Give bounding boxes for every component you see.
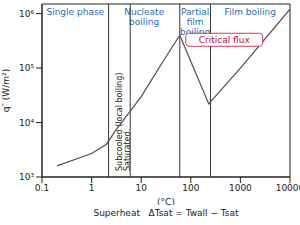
svg-text:q″ (W/m²): q″ (W/m²) bbox=[8, 69, 11, 112]
svg-text:10⁴: 10⁴ bbox=[19, 118, 34, 128]
svg-text:1000: 1000 bbox=[229, 183, 252, 193]
html-text:Superheat ΔTsat = Twall − Tsat: Superheat ΔTsat = Twall − Tsat bbox=[93, 208, 239, 218]
svg-text:10: 10 bbox=[135, 183, 147, 193]
svg-text:10000: 10000 bbox=[276, 183, 292, 193]
svg-text:Partialfilmboiling: Partialfilmboiling bbox=[180, 7, 210, 37]
svg-text:Film boiling: Film boiling bbox=[225, 7, 276, 17]
svg-text:10³: 10³ bbox=[19, 172, 34, 182]
svg-text:10⁶: 10⁶ bbox=[19, 9, 34, 19]
svg-text:0.1: 0.1 bbox=[35, 183, 49, 193]
svg-text:1: 1 bbox=[89, 183, 95, 193]
svg-text:Critical flux: Critical flux bbox=[199, 35, 251, 45]
html-text:Nucleate: Nucleate bbox=[124, 7, 165, 17]
svg-text:Single phase: Single phase bbox=[46, 7, 104, 17]
svg-text:Saturated: Saturated bbox=[123, 131, 132, 171]
svg-text:(°C): (°C) bbox=[157, 197, 175, 205]
svg-text:Subcooled (local boiling): Subcooled (local boiling) bbox=[114, 72, 124, 171]
svg-text:100: 100 bbox=[182, 183, 199, 193]
svg-text:10⁵: 10⁵ bbox=[19, 63, 34, 73]
html-text:boiling: boiling bbox=[129, 17, 160, 27]
